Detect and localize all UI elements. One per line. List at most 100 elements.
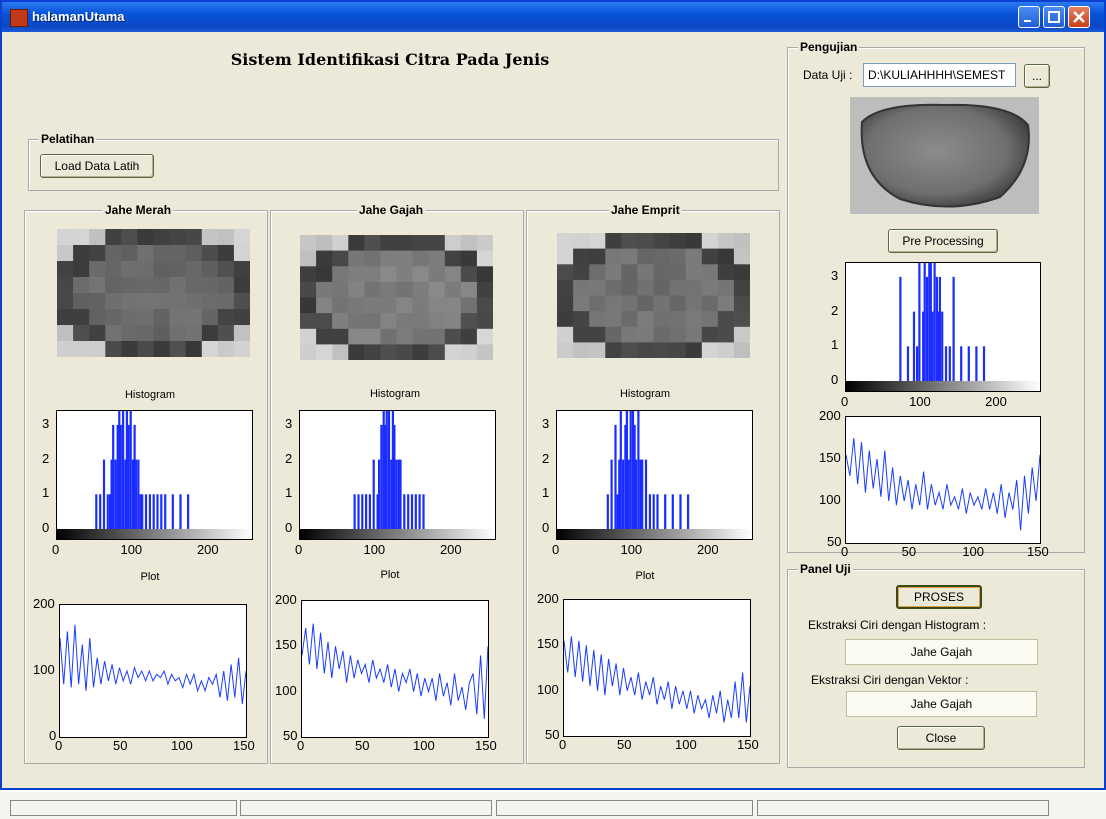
- test-histogram-bar: [929, 263, 932, 381]
- test-histogram-bar: [928, 263, 931, 381]
- jahe-emprit-histogram-bar: [644, 459, 648, 529]
- jahe-gajah-histogram-bar: [357, 494, 360, 529]
- title-bar[interactable]: halamanUtama: [2, 2, 1104, 32]
- jahe-gajah-histogram-bar: [414, 494, 417, 529]
- histogram-result: Jahe Gajah: [845, 639, 1038, 665]
- vektor-result: Jahe Gajah: [846, 691, 1037, 717]
- jahe-emprit-histogram-bar: [629, 411, 632, 529]
- minimize-icon: [1024, 20, 1031, 22]
- jahe-emprit-histogram-bar: [648, 494, 651, 529]
- histogram-result-label: Ekstraksi Ciri dengan Histogram :: [808, 618, 987, 632]
- page-title: Sistem Identifikasi Citra Pada Jenis: [230, 50, 550, 69]
- jahe-merah-hist-xtick: 200: [196, 542, 219, 557]
- jahe-gajah-plot-ytick: 50: [283, 728, 298, 743]
- jahe-emprit-hist-xtick: 200: [696, 542, 719, 557]
- jahe-gajah-histogram: [299, 410, 496, 540]
- test-histogram-bar: [916, 346, 919, 381]
- maximize-icon: [1048, 11, 1060, 23]
- jahe-gajah-histogram-bar: [387, 411, 391, 529]
- panel-uji-title: Panel Uji: [798, 562, 853, 576]
- load-data-latih-button[interactable]: Load Data Latih: [40, 154, 154, 178]
- jahe-emprit-plot-xtick: 50: [617, 737, 632, 752]
- test-plot-xtick: 150: [1027, 544, 1049, 559]
- test-image-picture: [850, 97, 1039, 214]
- pengujian-panel: Pengujian: [787, 40, 1085, 553]
- jahe-emprit-histogram-bar: [624, 424, 627, 529]
- maximize-button[interactable]: [1043, 6, 1065, 28]
- jahe-emprit-hist-ytick: 3: [542, 415, 550, 431]
- test-histogram-chart: [899, 263, 986, 381]
- test-histogram-bar: [899, 276, 902, 381]
- jahe-gajah-histogram-bar: [372, 459, 375, 529]
- jahe-emprit-plot-xtick: 150: [737, 737, 759, 752]
- jahe-gajah-histogram-chart: [353, 411, 425, 529]
- test-hist-ytick: 2: [831, 302, 839, 318]
- jahe-merah-hist-xtick: 0: [52, 542, 60, 557]
- jahe-emprit-plot-caption: Plot: [635, 570, 655, 582]
- test-histogram-bar: [918, 263, 921, 381]
- jahe-gajah-histogram-bar: [365, 494, 368, 529]
- jahe-merah-histogram-bar: [152, 494, 155, 529]
- jahe-merah-histogram-bar: [139, 494, 142, 529]
- jahe-merah-plot-ytick: 200: [33, 596, 55, 611]
- test-hist-xtick: 0: [841, 394, 849, 409]
- jahe-merah-image: [57, 229, 250, 357]
- test-histogram-bar: [937, 311, 940, 381]
- jahe-merah-histogram-bar: [95, 494, 98, 529]
- jahe-merah-histogram-bar: [144, 494, 148, 529]
- jahe-gajah-hist-xtick: 0: [295, 542, 303, 557]
- jahe-emprit-hist-xtick: 0: [552, 542, 560, 557]
- jahe-emprit-plot: [563, 599, 751, 737]
- jahe-gajah-plot-caption: Plot: [380, 569, 400, 581]
- jahe-merah-histogram-bar: [127, 424, 130, 529]
- panel-uji: Panel Uji: [787, 562, 1085, 768]
- jahe-merah-histogram-bar: [119, 424, 122, 529]
- test-plot-ytick: 50: [827, 534, 842, 549]
- jahe-merah-histogram-bar: [99, 494, 102, 529]
- test-histogram-bar: [938, 276, 941, 381]
- jahe-emprit-histogram-bar: [618, 459, 621, 529]
- jahe-merah-histogram: [56, 410, 253, 540]
- jahe-gajah-histogram-bar: [395, 459, 398, 529]
- jahe-gajah-histogram-bar: [385, 411, 388, 529]
- img2-pixels: [557, 233, 750, 358]
- test-histogram-bar: [931, 311, 934, 381]
- test-histogram-bar: [944, 346, 948, 381]
- test-hist-ytick: 1: [831, 337, 839, 353]
- test-hist-xtick: 100: [909, 394, 931, 409]
- test-histogram-bar: [967, 346, 970, 381]
- jahe-merah-histogram-bar: [187, 494, 190, 529]
- jahe-emprit-histogram-chart: [606, 411, 690, 529]
- test-hist-ytick: 0: [831, 372, 839, 387]
- test-histogram-bar: [912, 311, 916, 381]
- jahe-emprit-histogram-bar: [637, 411, 640, 529]
- jahe-emprit-histogram-caption: Histogram: [619, 388, 671, 400]
- pelatihan-panel: Pelatihan Load Data Latih: [28, 132, 779, 191]
- pre-processing-button[interactable]: Pre Processing: [888, 229, 998, 253]
- jahe-gajah-histogram-bar: [393, 424, 396, 529]
- jahe-merah-histogram-bar: [114, 459, 117, 529]
- jahe-merah-plot-chart: [60, 624, 246, 705]
- close-window-button[interactable]: [1068, 6, 1090, 28]
- jahe-emprit-histogram-bar: [635, 459, 638, 529]
- background-strip: [0, 792, 1106, 819]
- close-button[interactable]: Close: [897, 726, 985, 750]
- jahe-emprit-plot-xtick: 0: [559, 737, 567, 752]
- test-histogram-bar: [922, 311, 925, 381]
- jahe-merah-histogram-caption: Histogram: [124, 389, 176, 401]
- jahe-emprit-histogram-bar: [619, 411, 622, 529]
- test-histogram-bar: [960, 346, 963, 381]
- data-uji-input[interactable]: [863, 63, 1016, 87]
- test-plot: [845, 416, 1041, 544]
- jahe-merah-histogram-bar: [133, 424, 136, 529]
- jahe-emprit-histogram-bar: [622, 459, 625, 529]
- jahe-emprit-histogram-bar: [656, 494, 659, 529]
- browse-button[interactable]: ...: [1024, 64, 1050, 88]
- minimize-button[interactable]: [1018, 6, 1040, 28]
- jahe-merah-histogram-bar: [125, 411, 128, 529]
- jahe-gajah-hist-ytick: 0: [285, 520, 293, 535]
- test-histogram-bar: [941, 311, 944, 381]
- jahe-gajah-image: [300, 235, 493, 360]
- jahe-emprit-histogram-bar: [679, 494, 682, 529]
- proses-button[interactable]: PROSES: [896, 585, 982, 609]
